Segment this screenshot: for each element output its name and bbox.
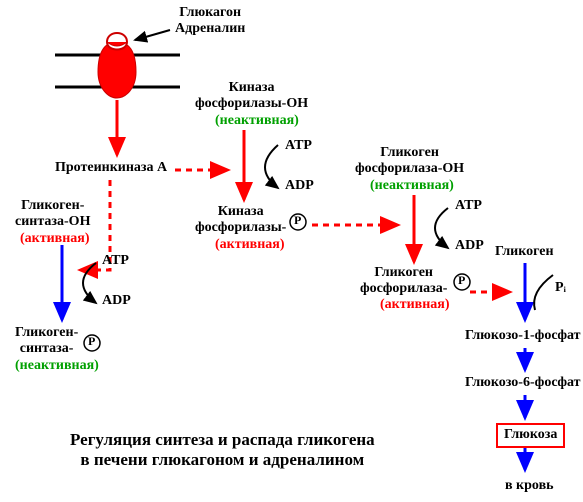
gly-syn-active-label: Гликоген- синтаза-ОН xyxy=(15,198,90,230)
gly-phos-active-state: (активная) xyxy=(380,297,450,313)
kinase-active-label: Киназа фосфорилазы- xyxy=(195,204,286,236)
glucose-label: Глюкоза xyxy=(504,427,557,442)
hormone-arrow xyxy=(135,30,170,40)
adp-syn: ADP xyxy=(102,293,131,309)
p-syn: P xyxy=(88,335,95,349)
p-phos: P xyxy=(458,274,465,288)
atp-kinase: ATP xyxy=(285,138,312,154)
gly-syn-active-state: (активная) xyxy=(20,231,90,247)
g1p-label: Глюкозо-1-фосфат xyxy=(465,328,581,344)
gly-syn-inactive-label: Гликоген- синтаза- xyxy=(15,325,78,357)
blood-label: в кровь xyxy=(505,478,554,494)
p-kinase: P xyxy=(294,214,301,228)
receptor-icon xyxy=(98,33,136,98)
kinase-inactive-state: (неактивная) xyxy=(215,113,299,129)
gly-phos-inactive-state: (неактивная) xyxy=(370,178,454,194)
atp-phos: ATP xyxy=(455,198,482,214)
atp-syn: ATP xyxy=(102,253,129,269)
kinase-active-state: (активная) xyxy=(215,237,285,253)
glucose-box: Глюкоза xyxy=(496,423,565,448)
gly-phos-active-label: Гликоген фосфорилаза- xyxy=(360,265,447,297)
g6p-label: Глюкозо-6-фосфат xyxy=(465,375,581,391)
kinase-inactive-label: Киназа фосфорилазы-ОН xyxy=(195,80,308,112)
adp-phos: ADP xyxy=(455,238,484,254)
gly-phos-inactive-label: Гликоген фосфорилаза-ОН xyxy=(355,145,464,177)
pi-curve xyxy=(534,275,553,310)
pka-label: Протеинкиназа А xyxy=(55,160,167,176)
glycogen-label: Гликоген xyxy=(495,244,554,260)
hormone-label: Глюкагон Адреналин xyxy=(175,5,245,37)
pi-label: Pᵢ xyxy=(555,280,566,296)
adp-kinase: ADP xyxy=(285,178,314,194)
caption: Регуляция синтеза и распада гликогена в … xyxy=(70,430,375,469)
gly-syn-inactive-state: (неактивная) xyxy=(15,358,99,374)
atp-adp-phos xyxy=(435,208,448,248)
atp-adp-kinase xyxy=(265,145,278,188)
